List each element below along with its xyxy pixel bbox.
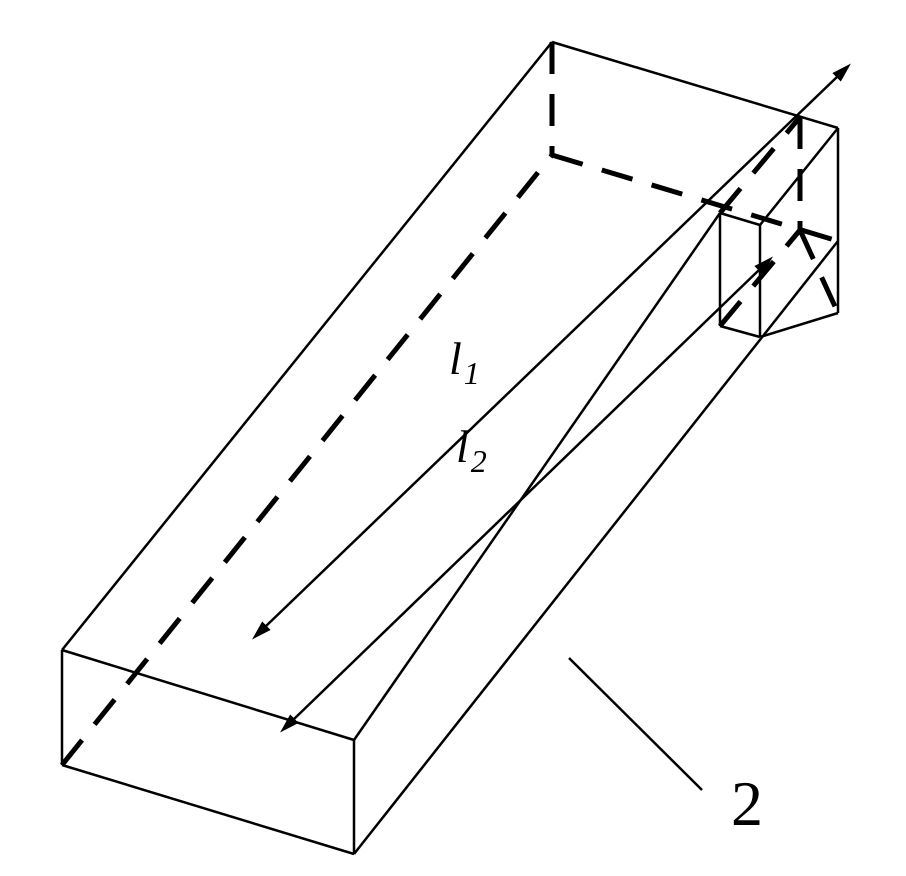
dimension-arrows [265, 76, 838, 720]
callout-number: 2 [731, 768, 763, 839]
isometric-notched-box-diagram: l1 l2 2 [0, 0, 906, 876]
hidden-edges [62, 42, 838, 765]
label-l1: l1 [449, 333, 480, 391]
dimension-l2 [293, 269, 760, 720]
callout-leader [569, 658, 702, 790]
